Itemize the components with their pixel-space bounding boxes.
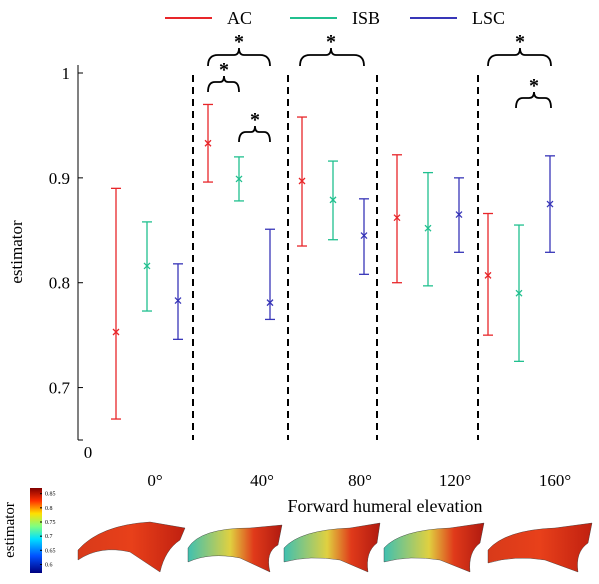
mean-marker <box>298 177 306 185</box>
legend-label: ISB <box>352 8 380 28</box>
mean-marker <box>174 297 182 304</box>
mean-marker <box>546 200 554 208</box>
group-dividers <box>192 75 479 440</box>
mean-marker <box>235 175 243 183</box>
colorbar-tick-label: 0.8 <box>45 506 53 512</box>
mean-marker <box>393 214 401 222</box>
colorbar-tick-label: 0.6 <box>45 563 53 569</box>
colorbar-tick-label: 0.75 <box>45 520 56 526</box>
mean-marker <box>329 196 337 204</box>
significance-star: * <box>234 31 244 53</box>
mean-marker <box>143 262 151 270</box>
significance-brackets <box>207 47 552 143</box>
mean-marker <box>112 328 120 336</box>
significance-star: * <box>515 31 525 53</box>
x-tick-label: 0° <box>147 471 162 490</box>
mean-marker <box>484 271 492 279</box>
significance-star: * <box>529 75 539 97</box>
y-tick-label: 0.7 <box>49 379 71 398</box>
colorbar-tick-label: 0.65 <box>45 548 56 554</box>
significance-star: * <box>219 59 229 81</box>
y-tick-label: 0.8 <box>49 274 70 293</box>
significance-star: * <box>250 109 260 131</box>
y-tick-label: 0.9 <box>49 169 70 188</box>
y-tick-label: 0 <box>84 443 93 462</box>
colorbar-tick-label: 0.85 <box>45 492 56 498</box>
mean-marker <box>455 211 463 219</box>
y-tick-label: 1 <box>62 64 71 83</box>
x-tick-label: 120° <box>439 471 471 490</box>
mean-marker <box>360 232 368 239</box>
legend-label: AC <box>227 8 252 28</box>
x-tick-label: 80° <box>348 471 372 490</box>
colorbar-tick-label: 0.7 <box>45 534 53 540</box>
x-tick-label: 40° <box>250 471 274 490</box>
legend-label: LSC <box>472 8 505 28</box>
x-axis-title: Forward humeral elevation <box>288 496 483 516</box>
mean-marker <box>204 139 212 147</box>
surfaces <box>77 521 593 573</box>
colorbar-title: estimator <box>2 502 18 558</box>
y-axis-title: estimator <box>7 220 26 284</box>
mean-marker <box>515 289 523 297</box>
significance-star: * <box>326 31 336 53</box>
mean-marker <box>424 224 432 232</box>
mean-marker <box>266 299 274 307</box>
colorbar <box>30 488 42 573</box>
x-tick-label: 160° <box>539 471 571 490</box>
